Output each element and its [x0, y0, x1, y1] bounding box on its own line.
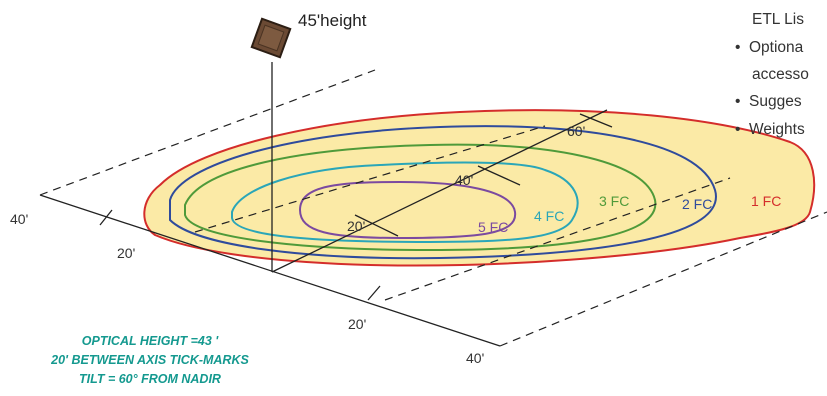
contour-2fc [169, 125, 717, 260]
dashed-grid [39, 69, 827, 347]
side-bullet-1: • Optiona [735, 39, 803, 57]
side-bullet-2: • Sugges [735, 93, 802, 111]
side-line-2: Optiona [749, 39, 804, 56]
label-3fc: 3 FC [599, 193, 630, 209]
caption-line-2: 20' BETWEEN AXIS TICK-MARKS [51, 353, 249, 367]
bullet-icon: • [735, 93, 741, 110]
fixture-icon [250, 17, 292, 59]
tick-bottom-20: 20' [348, 316, 367, 332]
caption-line-1: OPTICAL HEIGHT =43 ' [81, 334, 219, 348]
label-5fc: 5 FC [478, 219, 509, 235]
contour-4fc [231, 161, 579, 244]
label-2fc: 2 FC [682, 196, 713, 212]
label-1fc: 1 FC [751, 193, 782, 209]
side-line-3: accesso [752, 66, 809, 83]
caption-line-3: TILT = 60° FROM NADIR [79, 372, 221, 386]
fixture-height-label: 45'height [298, 11, 367, 30]
bullet-icon: • [735, 39, 741, 56]
bullet-icon: • [735, 121, 741, 138]
axes [39, 62, 613, 347]
side-bullet-3: • Weights [735, 121, 805, 139]
side-line-4: Sugges [749, 93, 802, 110]
tick-center-40: 40' [455, 172, 474, 188]
tick-center-20: 20' [347, 218, 366, 234]
contour-3fc [184, 143, 657, 252]
tick-left-20: 20' [117, 245, 136, 261]
label-4fc: 4 FC [534, 208, 565, 224]
side-line-1: ETL Lis [752, 11, 804, 28]
side-line-5: Weights [749, 121, 805, 138]
tick-bottom-40: 40' [466, 350, 485, 366]
tick-center-60: 60' [567, 123, 586, 139]
tick-left-40: 40' [10, 211, 29, 227]
